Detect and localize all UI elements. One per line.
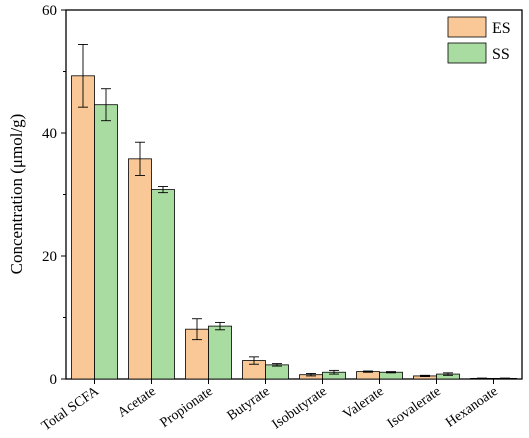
bar-es-0 [71,75,95,380]
legend: ES SS [447,16,511,64]
bars-layer [71,75,517,380]
x-tick-label-1: Acetate [115,384,159,421]
x-tick-label-4: Isobutyrate [270,384,330,432]
bar-es-1 [128,158,152,380]
y-tick-label-2: 40 [42,126,57,142]
x-tick-label-7: Hexanoate [443,384,501,431]
x-tick-label-5: Valerate [341,384,387,423]
x-tick-label-3: Butyrate [225,384,273,424]
x-tick-label-6: Isovalerate [385,384,444,432]
bar-ss-1 [151,189,175,380]
x-tick-label-2: Propionate [158,384,216,431]
bar-ss-3 [265,364,289,380]
y-tick-label-1: 20 [42,249,57,265]
legend-swatch-es [447,16,487,38]
legend-label-es: ES [492,20,511,37]
y-axis-title: Concentration (μmol/g) [7,114,26,275]
y-tick-label-3: 60 [42,3,57,19]
legend-swatch-ss [447,42,487,64]
x-tick-label-0: Total SCFA [39,383,102,434]
bar-ss-0 [94,104,118,380]
bar-es-5 [356,371,380,380]
error-bars-layer [78,43,510,380]
bar-ss-2 [208,325,232,380]
y-tick-label-0: 0 [50,372,58,388]
legend-label-ss: SS [492,46,510,63]
y-axis: 0 20 40 60 [42,3,66,388]
